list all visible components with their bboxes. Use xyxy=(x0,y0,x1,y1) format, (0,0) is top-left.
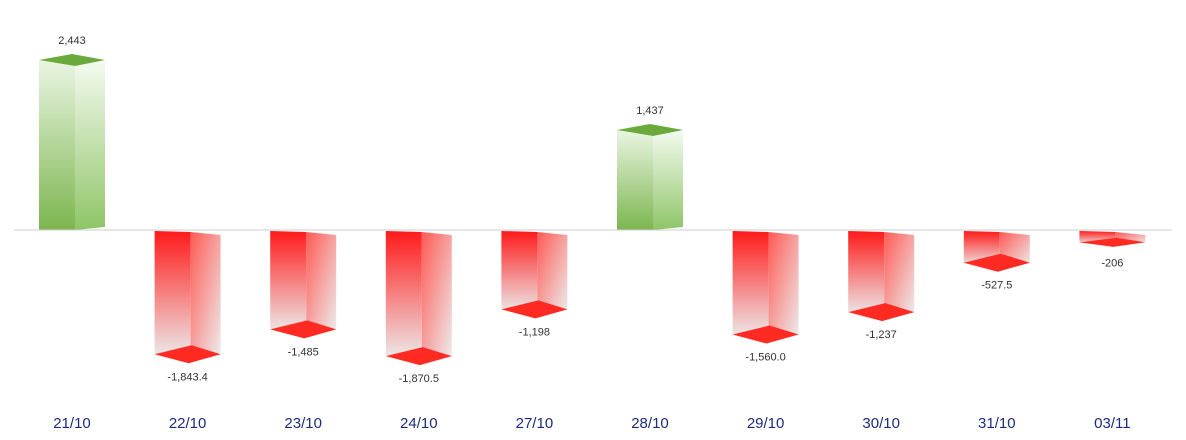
bar-front-face xyxy=(39,60,75,230)
x-tick-label: 30/10 xyxy=(862,415,900,432)
x-tick-label: 29/10 xyxy=(747,415,785,432)
bar-side-face xyxy=(421,232,452,361)
bar-bottom-face xyxy=(732,325,799,344)
x-tick-label: 27/10 xyxy=(516,415,554,432)
data-label: -1,870.5 xyxy=(399,373,439,385)
bar-bottom-face xyxy=(154,345,221,364)
bar-28-10 xyxy=(617,124,683,230)
bar-side-face xyxy=(75,60,105,230)
bar-front-face xyxy=(848,231,885,317)
bar-24-10 xyxy=(385,231,452,366)
bar-front-face xyxy=(732,231,769,339)
x-tick-label: 28/10 xyxy=(631,415,669,432)
bar-top-face xyxy=(617,124,683,137)
bar-front-face xyxy=(385,231,422,361)
bar-top-face xyxy=(39,54,105,66)
bar-side-face xyxy=(537,232,568,314)
x-tick-label: 03/11 xyxy=(1094,415,1130,432)
bar-front-face xyxy=(270,231,307,334)
bar-front-face xyxy=(617,130,653,230)
data-label: -1,843.4 xyxy=(167,371,207,383)
data-label: -1,237 xyxy=(866,329,897,341)
bar-side-face xyxy=(768,232,799,339)
bar-31-10 xyxy=(963,231,1030,272)
bar-side-face xyxy=(190,232,221,359)
bar-03-11 xyxy=(1079,231,1146,247)
bar-side-face xyxy=(653,130,683,230)
bar-side-face xyxy=(306,232,337,334)
bars-layer xyxy=(39,54,1146,366)
bar-21-10 xyxy=(39,54,105,230)
bar-bottom-face xyxy=(385,347,452,366)
data-label: 2,443 xyxy=(58,35,86,47)
data-label: -206 xyxy=(1101,257,1123,269)
x-tick-label: 24/10 xyxy=(400,415,438,432)
x-tick-label: 22/10 xyxy=(169,415,207,432)
data-label: -1,198 xyxy=(519,326,550,338)
x-tick-label: 31/10 xyxy=(978,415,1016,432)
data-label: -1,485 xyxy=(288,346,319,358)
bar-23-10 xyxy=(270,231,337,339)
bar-30-10 xyxy=(848,231,915,322)
bar-front-face xyxy=(154,231,191,359)
bar-27-10 xyxy=(501,231,568,319)
bar-bottom-face xyxy=(1079,237,1146,247)
bar-bottom-face xyxy=(848,303,915,322)
data-label: -527.5 xyxy=(981,280,1012,292)
bar-front-face xyxy=(501,231,538,314)
bar-side-face xyxy=(884,232,915,317)
x-axis-tick-labels: 21/10 22/10 23/10 24/10 27/10 28/10 29/10 30/10… xyxy=(53,415,1130,432)
x-tick-label: 23/10 xyxy=(284,415,322,432)
bar-bottom-face xyxy=(963,253,1030,272)
data-label: 1,437 xyxy=(636,105,664,117)
data-labels-layer: 2,443 -1,843.4 -1,485 -1,870.5 -1,198 1,437 -1… xyxy=(58,35,1123,385)
bar-22-10 xyxy=(154,231,221,364)
x-tick-label: 21/10 xyxy=(53,415,91,432)
bar-29-10 xyxy=(732,231,799,344)
data-label: -1,560.0 xyxy=(745,352,785,364)
bar-bottom-face xyxy=(270,320,337,339)
bar-bottom-face xyxy=(501,300,568,319)
